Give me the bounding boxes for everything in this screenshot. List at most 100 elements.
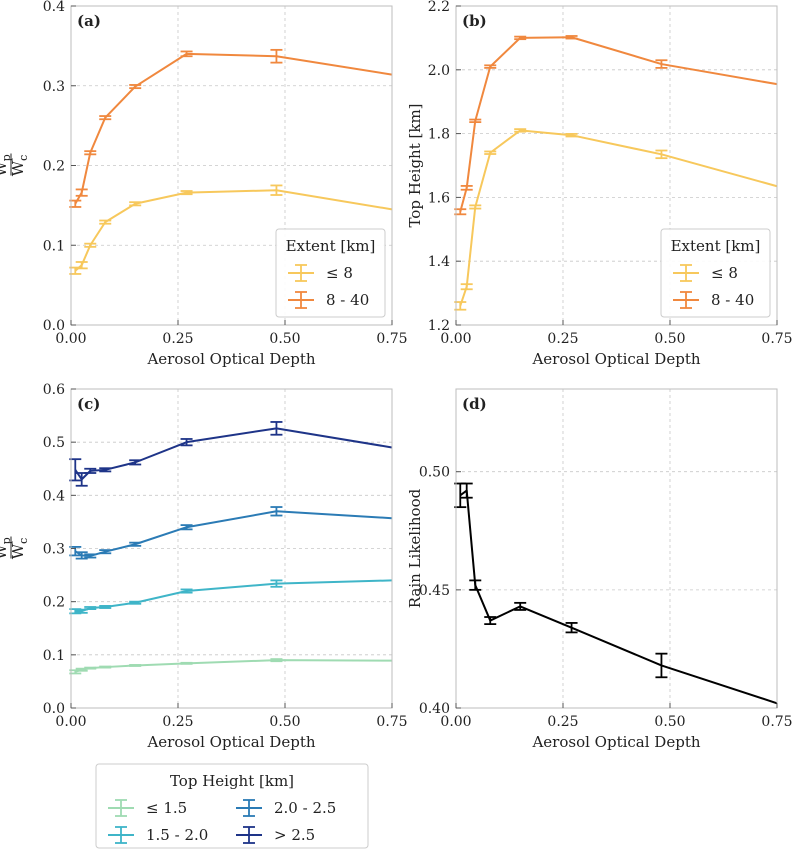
panel-b-series-1-errorbar-3 — [484, 64, 497, 69]
panel-b-legend-item-1: 8 - 40 — [673, 291, 754, 309]
panel-c-series-1-errorbar-4 — [129, 600, 142, 605]
panel-b-legend-label-1: 8 - 40 — [711, 291, 754, 309]
panel-c-series-0-errorbar-2 — [84, 666, 97, 670]
panel-a-xtick-label-1: 0.25 — [162, 331, 193, 347]
panel-c-legend-label-0: ≤ 1.5 — [146, 799, 187, 817]
panel-d-series-0-errorbar-5 — [565, 622, 578, 634]
panel-b-ylabel: Top Height [km] — [406, 103, 424, 227]
panel-c-legend: Top Height [km] ≤ 1.5 1.5 - 2.0 2.0 - 2.5 >… — [95, 763, 369, 849]
panel-b-series-0-errorbar-6 — [655, 149, 668, 160]
panel-d-series — [454, 482, 778, 705]
panel-c-legend-label-2: 2.0 - 2.5 — [274, 799, 336, 817]
panel-a-ylabel-den-sub: c — [17, 155, 30, 161]
panel-a-series-0-errorbar-6 — [270, 184, 283, 196]
panel-c-legend-label-1: 1.5 - 2.0 — [146, 826, 208, 844]
panel-c-series-1-errorbar-5 — [180, 588, 193, 594]
svg-text:Wc: Wc — [9, 155, 30, 177]
panel-c-legend-item-0: ≤ 1.5 — [108, 799, 187, 817]
panel-d-series-0-errorbar-4 — [514, 601, 527, 611]
panel-a-legend-label-0: ≤ 8 — [326, 264, 353, 282]
panel-c-legend-item-2: 2.0 - 2.5 — [236, 799, 336, 817]
panel-c-series-1-errorbar-6 — [270, 579, 283, 588]
panel-b-label: (b) — [462, 12, 487, 30]
panel-d-frame — [455, 388, 778, 709]
panel-c-series-0-line — [74, 659, 393, 673]
panel-c-ytick-label-3: 0.3 — [43, 542, 65, 558]
panel-c-xlabel: Aerosol Optical Depth — [146, 733, 315, 751]
panel-b-legend-title: Extent [km] — [671, 237, 761, 255]
panel-d-ticks: 0.00 0.25 0.50 0.75 0.40 0.45 0.50 — [419, 465, 792, 730]
panel-b-xtick-label-2: 0.50 — [654, 331, 685, 347]
panel-b-ytick-label-5: 2.2 — [428, 0, 450, 15]
panel-b-series-0-errorbar-2 — [469, 204, 482, 210]
panel-b-series-1-errorbar-5 — [565, 35, 578, 40]
panel-c-label: (c) — [77, 395, 100, 413]
panel-a-ylabel-num-sub: p — [0, 154, 13, 161]
panel-d-label: (d) — [462, 395, 487, 413]
panel-d-xtick-label-0: 0.00 — [440, 714, 471, 730]
panel-a-ytick-label-1: 0.1 — [43, 238, 65, 254]
panel-b-series-1-line — [459, 36, 778, 213]
panel-c-series-3-errorbar-6 — [270, 421, 283, 436]
panel-c-series-2-errorbar-3 — [99, 549, 112, 555]
panel-a-series — [69, 48, 393, 275]
panel-b-series-0-errorbar-5 — [565, 133, 578, 138]
panel-c-ticks: 0.00 0.25 0.50 0.75 0.0 0.1 0.2 0.3 0.4 0.5 0.6 — [43, 382, 408, 730]
panel-d: 0.00 0.25 0.50 0.75 0.40 0.45 0.50 (d) Aerosol… — [406, 388, 792, 751]
panel-c-ylabel-num-sub: p — [0, 537, 13, 544]
panel-c-series-1-line — [75, 579, 393, 613]
panel-a-legend-item-0: ≤ 8 — [288, 264, 353, 282]
panel-c-ytick-label-4: 0.4 — [43, 488, 65, 504]
panel-b-series-1-errorbar-1 — [460, 185, 473, 191]
panel-a-series-1-errorbar-2 — [84, 150, 97, 156]
panel-c-series-2-errorbar-1 — [75, 551, 88, 560]
svg-text:Wc: Wc — [9, 538, 30, 560]
panel-b-xtick-label-1: 0.25 — [547, 331, 578, 347]
panel-c-ylabel-den: W — [9, 543, 27, 559]
panel-c-ylabel-num: W — [0, 544, 10, 560]
panel-c-legend-item-1: 1.5 - 2.0 — [108, 826, 208, 844]
panel-b-series-0-line — [459, 129, 778, 307]
panel-c-ylabel: Wp Wc — [0, 536, 30, 560]
panel-c-series-3-errorbar-2 — [84, 467, 97, 474]
panel-c-ylabel-den-sub: c — [17, 538, 30, 544]
panel-b-series-0-errorbar-1 — [460, 283, 473, 291]
panel-c-series-2-errorbar-2 — [84, 553, 97, 559]
panel-a-ylabel-num: W — [0, 161, 10, 177]
panel-c-ytick-label-5: 0.5 — [43, 435, 65, 451]
panel-b-frame — [455, 5, 778, 326]
panel-c-ytick-label-0: 0.0 — [43, 701, 65, 717]
panel-b-ticks: 0.00 0.25 0.50 0.75 1.2 1.4 1.6 1.8 2.0 2.2 — [428, 0, 792, 347]
panel-a-ytick-label-4: 0.4 — [43, 0, 65, 15]
panel-b-legend-label-0: ≤ 8 — [711, 264, 738, 282]
panel-a-series-0-errorbar-3 — [99, 219, 112, 225]
panel-c-series-2-errorbar-4 — [129, 541, 142, 547]
panel-c-xtick-label-0: 0.00 — [55, 714, 86, 730]
panel-c-legend-item-3: > 2.5 — [236, 826, 315, 844]
panel-d-xtick-label-3: 0.75 — [761, 714, 792, 730]
panel-d-xlabel: Aerosol Optical Depth — [531, 733, 700, 751]
panel-a-ytick-label-2: 0.2 — [43, 159, 65, 175]
panel-c-grid — [71, 389, 392, 708]
panel-d-xtick-label-2: 0.50 — [654, 714, 685, 730]
panel-c-legend-box — [95, 763, 369, 849]
panel-a-series-1-errorbar-3 — [99, 115, 112, 121]
panel-c-xtick-label-3: 0.75 — [376, 714, 407, 730]
panel-b-ytick-label-2: 1.6 — [428, 190, 450, 206]
panel-d-grid — [456, 389, 777, 708]
panel-d-ytick-label-0: 0.40 — [419, 701, 450, 717]
panel-c-series-3-line — [74, 427, 393, 481]
panel-a-ylabel-den: W — [9, 160, 27, 176]
panel-c-series-2-errorbar-5 — [180, 524, 193, 531]
svg-text:Wp: Wp — [0, 154, 13, 176]
panel-c-legend-label-3: > 2.5 — [274, 826, 315, 844]
panel-a: 0.00 0.25 0.50 0.75 0.0 0.1 0.2 0.3 0.4 (a) Aero… — [0, 0, 408, 368]
panel-a-legend: Extent [km] ≤ 8 8 - 40 — [275, 228, 386, 318]
panel-c-xtick-label-2: 0.50 — [269, 714, 300, 730]
panel-d-series-0-line — [459, 489, 778, 705]
panel-a-xtick-label-0: 0.00 — [55, 331, 86, 347]
panel-b-legend: Extent [km] ≤ 8 8 - 40 — [660, 228, 771, 318]
panel-a-legend-box — [275, 228, 386, 318]
panel-a-series-1-line — [74, 52, 393, 205]
panel-a-legend-title: Extent [km] — [286, 237, 376, 255]
